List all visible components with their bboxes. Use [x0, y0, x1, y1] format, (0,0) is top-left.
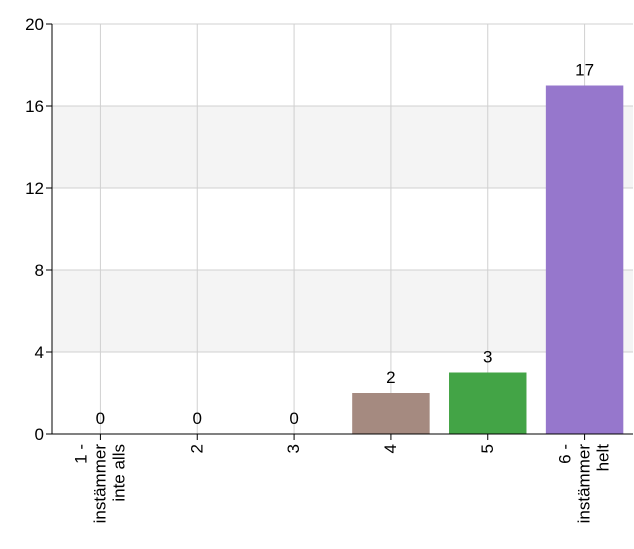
y-tick-label: 20 — [25, 15, 44, 34]
data-label: 3 — [483, 348, 492, 367]
x-tick-label: helt — [594, 444, 613, 472]
y-tick-label: 0 — [35, 425, 44, 444]
x-tick-label: 1 - — [71, 444, 90, 464]
y-tick-label: 8 — [35, 261, 44, 280]
y-tick-label: 12 — [25, 179, 44, 198]
x-tick-label: 3 — [284, 444, 303, 453]
data-label: 0 — [96, 409, 105, 428]
bar-5 — [449, 372, 527, 434]
y-tick-label: 4 — [35, 343, 44, 362]
x-tick-label: 4 — [381, 444, 400, 453]
background-bands — [52, 106, 633, 352]
data-label: 0 — [193, 409, 202, 428]
x-tick-label: 5 — [478, 444, 497, 453]
grid-band — [52, 106, 633, 188]
x-axis-ticks: 1 - instämmer inte alls 2 3 4 5 6 - instämmer hel… — [71, 434, 613, 524]
data-label: 0 — [289, 409, 298, 428]
x-tick-label: inte alls — [109, 444, 128, 502]
data-label: 17 — [575, 61, 594, 80]
bars — [352, 85, 624, 434]
y-axis-ticks: 0 4 8 12 16 20 — [25, 15, 52, 444]
grid-band — [52, 270, 633, 352]
data-label: 2 — [386, 368, 395, 387]
bar-6 — [545, 85, 624, 434]
x-tick-label: instämmer — [575, 444, 594, 524]
x-tick-label: instämmer — [90, 444, 109, 524]
y-tick-label: 16 — [25, 97, 44, 116]
axes — [51, 24, 633, 435]
bar-4 — [352, 393, 430, 434]
data-labels: 0 0 0 2 3 17 — [96, 61, 594, 429]
x-tick-label: 2 — [187, 444, 206, 453]
x-tick-label: 6 - — [556, 444, 575, 464]
